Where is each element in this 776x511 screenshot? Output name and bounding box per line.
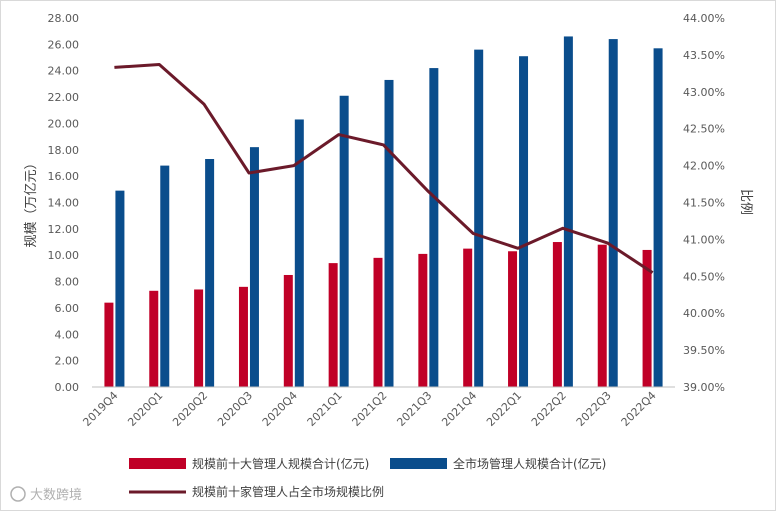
legend-swatch-top10-scale [129, 458, 186, 469]
y-tick-label: 10.00 [48, 249, 80, 262]
bar-top10-2019Q4 [104, 302, 114, 387]
legend-swatch-market-scale [390, 458, 447, 469]
bar-top10-2022Q3 [597, 244, 607, 387]
bar-top10-2021Q4 [463, 248, 473, 387]
bars-layer [104, 36, 663, 388]
bar-market-2020Q2 [205, 159, 215, 387]
bar-market-2021Q1 [339, 95, 349, 387]
watermark-logo-icon [10, 486, 26, 502]
y2-tick-label: 43.00% [683, 86, 725, 99]
y-axis-title: 规模（万亿元） [24, 156, 39, 247]
y2-tick-label: 39.50% [683, 344, 725, 357]
line-layer [114, 63, 654, 274]
bar-market-2022Q2 [563, 36, 573, 387]
y2-tick-label: 40.50% [683, 270, 725, 283]
y2-tick-label: 41.00% [683, 233, 725, 246]
y-tick-label: 8.00 [55, 276, 80, 289]
y2-tick-label: 42.50% [683, 123, 725, 136]
watermark: 大数跨境 [10, 486, 82, 503]
bar-market-2020Q1 [160, 165, 170, 387]
y2-tick-label: 41.50% [683, 197, 725, 210]
y-tick-label: 16.00 [48, 170, 80, 183]
y-tick-label: 6.00 [55, 302, 80, 315]
watermark-text: 大数跨境 [30, 488, 82, 503]
legend: 规模前十大管理人规模合计(亿元) 全市场管理人规模合计(亿元) 规模前十家管理人… [129, 456, 606, 499]
y-tick-label: 14.00 [48, 197, 80, 210]
y2-axis-ticks: 39.00% 39.50% 40.00% 40.50% 41.00% 41.50% 42.0… [683, 12, 725, 394]
bar-market-2021Q3 [429, 68, 439, 387]
bar-market-2022Q1 [519, 56, 529, 387]
bar-top10-2020Q3 [238, 286, 248, 387]
bar-top10-2022Q4 [642, 249, 652, 387]
y-tick-label: 24.00 [48, 65, 80, 78]
y-tick-label: 4.00 [55, 328, 80, 341]
y-axis-ticks: 0.00 2.00 4.00 6.00 8.00 10.00 12.00 14.00 16.00… [48, 12, 80, 394]
bar-top10-2020Q1 [149, 290, 159, 387]
bar-market-2020Q3 [249, 147, 259, 387]
y-tick-label: 2.00 [55, 355, 80, 368]
y-tick-label: 0.00 [55, 381, 80, 394]
y2-axis-title: 比例 [738, 189, 753, 215]
legend-label-market-scale: 全市场管理人规模合计(亿元) [453, 456, 606, 471]
bar-market-2019Q4 [115, 190, 125, 387]
y-tick-label: 18.00 [48, 144, 80, 157]
bar-top10-2021Q3 [418, 253, 428, 387]
bar-top10-2021Q2 [373, 257, 383, 387]
y2-tick-label: 40.00% [683, 307, 725, 320]
bar-top10-2022Q2 [552, 242, 562, 387]
y-tick-label: 20.00 [48, 117, 80, 130]
y-tick-label: 22.00 [48, 91, 80, 104]
bar-top10-2022Q1 [508, 251, 518, 387]
bar-market-2021Q2 [384, 79, 394, 388]
bar-market-2021Q4 [474, 49, 484, 387]
legend-label-ratio: 规模前十家管理人占全市场规模比例 [192, 484, 384, 499]
legend-label-top10-scale: 规模前十大管理人规模合计(亿元) [192, 456, 369, 471]
y2-tick-label: 43.50% [683, 49, 725, 62]
bar-market-2022Q4 [653, 48, 663, 387]
bar-top10-2020Q2 [194, 289, 204, 387]
bar-market-2022Q3 [608, 39, 618, 387]
bar-top10-2021Q1 [328, 263, 338, 387]
bar-market-2020Q4 [294, 119, 304, 387]
y-tick-label: 26.00 [48, 38, 80, 51]
y2-tick-label: 39.00% [683, 381, 725, 394]
y2-tick-label: 42.00% [683, 160, 725, 173]
y-tick-label: 28.00 [48, 12, 80, 25]
bar-top10-2020Q4 [283, 274, 293, 387]
y-tick-label: 12.00 [48, 223, 80, 236]
y2-tick-label: 44.00% [683, 12, 725, 25]
